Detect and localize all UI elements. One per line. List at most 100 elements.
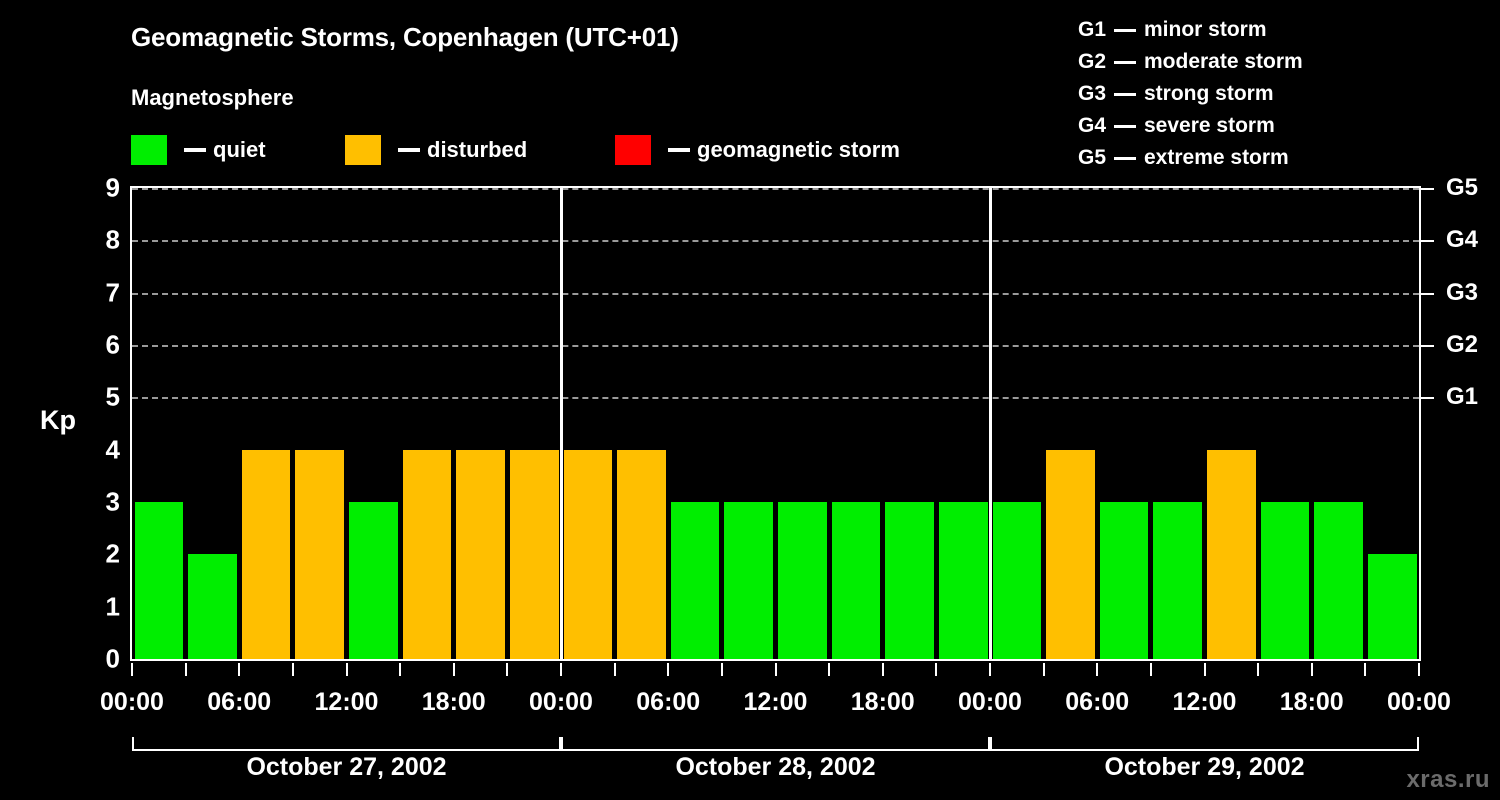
- g-tick-mark-g3: [1421, 292, 1434, 295]
- x-tick-mark-18: [1096, 663, 1099, 676]
- legend-swatch-disturbed-icon: [345, 135, 381, 165]
- day-label-1: October 27, 2002: [246, 753, 447, 781]
- y-axis-title: Kp: [40, 405, 76, 435]
- x-tick-mark-9: [613, 663, 616, 676]
- x-tick-mark-14: [881, 663, 884, 676]
- bar[interactable]: [670, 502, 720, 659]
- g-tick-mark-g1: [1421, 397, 1434, 400]
- x-tick-mark-6: [452, 663, 455, 676]
- day-bracket-1: [132, 737, 561, 751]
- day-bracket-3: [990, 737, 1419, 751]
- y-tick-label-2: 2: [105, 538, 120, 569]
- bar[interactable]: [134, 502, 184, 659]
- g-legend-row-g2: G2 moderate storm: [1078, 46, 1303, 78]
- day-label-3: October 29, 2002: [1104, 753, 1305, 781]
- g-legend-dash-icon: [1114, 28, 1136, 32]
- x-tick-label-1: 06:00: [207, 688, 272, 716]
- x-tick-label-6: 12:00: [743, 688, 808, 716]
- g-legend-description: severe storm: [1144, 114, 1275, 137]
- bar[interactable]: [241, 449, 291, 659]
- bar[interactable]: [509, 449, 559, 659]
- gridline-kp-5: [132, 397, 1419, 400]
- gridline-kp-7: [132, 292, 1419, 295]
- legend-dash-icon: [184, 148, 206, 152]
- bar[interactable]: [295, 449, 344, 659]
- g-axis-label-g1: G1: [1446, 383, 1479, 411]
- g-legend-dash-icon: [1114, 60, 1136, 64]
- gridline-kp-9: [132, 188, 1419, 190]
- legend-entry-quiet: quiet: [131, 133, 266, 167]
- x-tick-mark-19: [1149, 663, 1152, 676]
- bar[interactable]: [831, 502, 881, 659]
- g-axis-label-g2: G2: [1446, 331, 1479, 358]
- y-tick-label-1: 1: [105, 591, 120, 622]
- bar[interactable]: [1153, 502, 1202, 659]
- bar[interactable]: [1046, 449, 1095, 659]
- x-tick-mark-16: [989, 663, 991, 676]
- g-legend-description: moderate storm: [1144, 50, 1303, 73]
- g-legend-code: G3: [1078, 82, 1107, 105]
- x-tick-label-2: 12:00: [314, 688, 379, 716]
- bar[interactable]: [1260, 502, 1310, 659]
- x-tick-mark-0: [131, 663, 133, 676]
- g-legend-code: G4: [1078, 114, 1107, 137]
- legend-entry-disturbed: disturbed: [345, 133, 527, 167]
- x-tick-label-7: 18:00: [850, 688, 915, 716]
- x-tick-mark-13: [828, 663, 831, 676]
- gridline-kp-8: [132, 240, 1419, 243]
- x-tick-mark-20: [1203, 663, 1206, 676]
- g-legend-code: G1: [1078, 18, 1107, 41]
- bar[interactable]: [349, 502, 398, 659]
- bar[interactable]: [885, 502, 934, 659]
- legend-label: geomagnetic storm: [697, 137, 900, 162]
- g-legend-dash-icon: [1114, 124, 1136, 128]
- bar[interactable]: [188, 554, 237, 659]
- x-tick-mark-7: [506, 663, 509, 676]
- bar[interactable]: [1099, 502, 1149, 659]
- g-legend-dash-icon: [1114, 156, 1136, 160]
- bar[interactable]: [938, 502, 988, 659]
- bar[interactable]: [778, 502, 827, 659]
- watermark: xras.ru: [1406, 766, 1490, 793]
- x-tick-mark-11: [720, 663, 723, 676]
- y-tick-label-5: 5: [105, 381, 120, 412]
- x-tick-label-10: 12:00: [1172, 688, 1237, 716]
- g-axis-label-g4: G4: [1446, 226, 1479, 254]
- y-tick-label-7: 7: [105, 277, 120, 308]
- y-tick-label-9: 9: [105, 172, 120, 203]
- bar[interactable]: [724, 502, 773, 659]
- x-tick-label-8: 00:00: [958, 688, 1022, 716]
- bar[interactable]: [456, 449, 505, 659]
- x-tick-label-5: 06:00: [636, 688, 701, 716]
- x-tick-mark-21: [1257, 663, 1260, 676]
- g-axis-tick-labels: G1 G2 G3 G4 G5: [1446, 174, 1500, 661]
- bar[interactable]: [1314, 502, 1363, 659]
- x-tick-label-0: 00:00: [100, 688, 164, 716]
- g-axis-label-g5: G5: [1446, 174, 1479, 201]
- x-tick-mark-22: [1310, 663, 1313, 676]
- legend-label: disturbed: [427, 137, 528, 162]
- day-separator-2: [988, 188, 992, 659]
- legend-entry-geomagnetic-storm: geomagnetic storm: [615, 133, 900, 167]
- g-tick-mark-g5: [1421, 188, 1434, 190]
- bar[interactable]: [402, 449, 452, 659]
- series-title: Magnetosphere: [131, 85, 294, 110]
- x-tick-mark-23: [1364, 663, 1367, 676]
- x-tick-mark-12: [774, 663, 777, 676]
- g-scale-legend: G1 minor storm G2 moderate storm G3 strong st…: [1078, 14, 1303, 174]
- g-legend-code: G5: [1078, 146, 1107, 169]
- bar[interactable]: [617, 449, 666, 659]
- y-tick-label-4: 4: [105, 434, 120, 465]
- g-legend-row-g5: G5 extreme storm: [1078, 142, 1303, 174]
- legend-label: quiet: [213, 137, 266, 162]
- x-tick-mark-2: [238, 663, 241, 676]
- bar[interactable]: [1207, 449, 1256, 659]
- page-title: Geomagnetic Storms, Copenhagen (UTC+01): [131, 22, 679, 52]
- legend-swatch-quiet-icon: [131, 135, 167, 165]
- bar[interactable]: [1367, 554, 1417, 659]
- x-tick-mark-5: [399, 663, 402, 676]
- bar[interactable]: [992, 502, 1042, 659]
- bar[interactable]: [563, 449, 613, 659]
- g-legend-dash-icon: [1114, 92, 1136, 96]
